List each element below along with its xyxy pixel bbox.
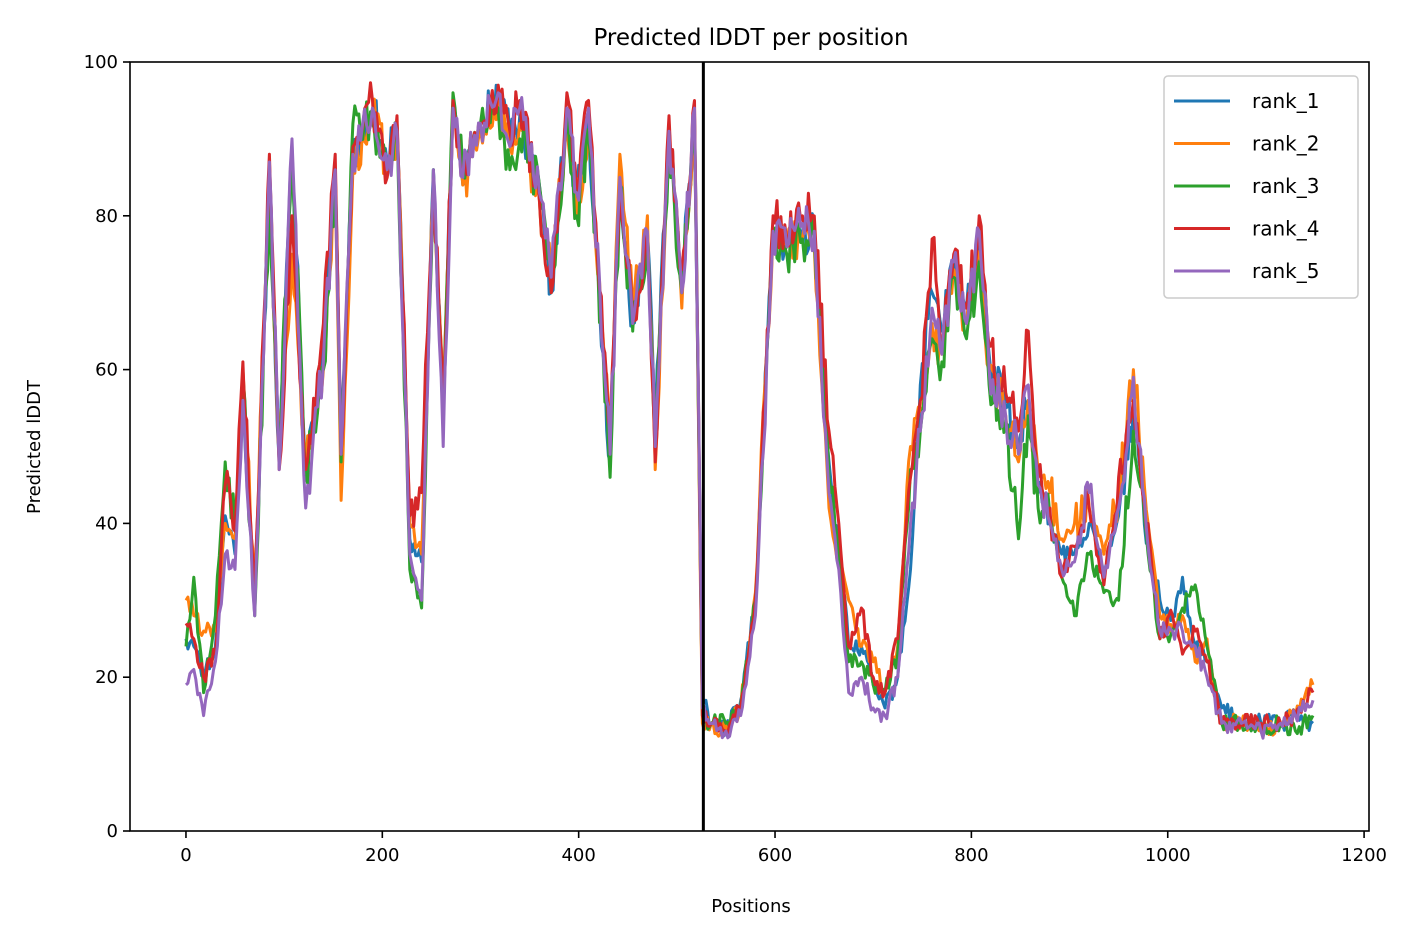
axes-frame (129, 61, 1370, 832)
x-tick-label: 800 (954, 845, 988, 866)
x-tick-label: 600 (758, 845, 792, 866)
legend-label-rank_5: rank_5 (1252, 259, 1319, 283)
y-tick-label: 60 (95, 360, 118, 381)
x-tick-label: 0 (180, 845, 191, 866)
plot-area: 0 200 400 600 800 1000 1200 0 20 40 60 80 100 (84, 52, 1387, 866)
x-tick-label: 1200 (1341, 845, 1387, 866)
x-tick-label: 1000 (1145, 845, 1191, 866)
x-axis-label: Positions (711, 896, 790, 917)
y-tick-label: 40 (95, 513, 118, 534)
legend: rank_1 rank_2 rank_3 rank_4 rank_5 (1163, 75, 1359, 299)
x-tick-label: 200 (365, 845, 399, 866)
series-line-rank_5 (184, 91, 1315, 740)
series-line-rank_4 (184, 81, 1315, 735)
legend-label-rank_3: rank_3 (1252, 174, 1319, 198)
y-tick-label: 20 (95, 667, 118, 688)
chart-title: Predicted lDDT per position (593, 25, 908, 51)
y-axis-label: Predicted lDDT (24, 379, 45, 514)
y-tick-label: 0 (107, 821, 118, 842)
legend-label-rank_1: rank_1 (1252, 89, 1319, 113)
legend-label-rank_4: rank_4 (1252, 217, 1319, 241)
y-tick-label: 80 (95, 206, 118, 227)
y-tick-label: 100 (84, 52, 118, 73)
legend-label-rank_2: rank_2 (1252, 132, 1319, 156)
legend-box (1163, 75, 1359, 299)
x-tick-label: 400 (561, 845, 595, 866)
